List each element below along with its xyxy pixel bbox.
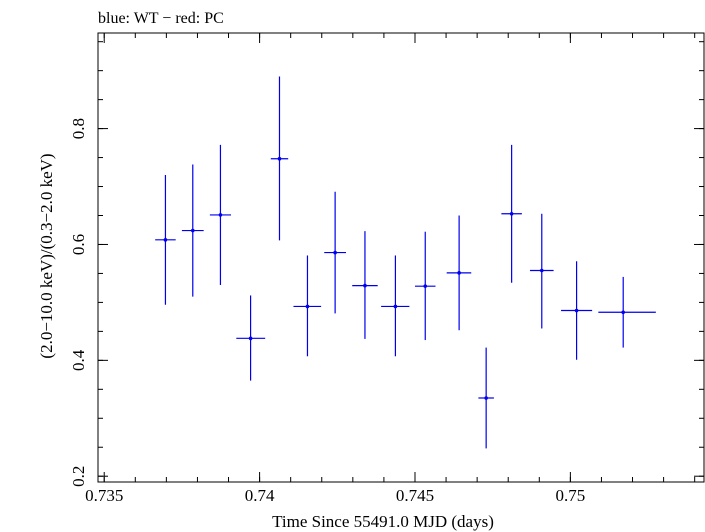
data-point [293, 255, 322, 357]
data-point [270, 76, 289, 241]
point-marker [423, 284, 428, 288]
data-point [155, 174, 176, 305]
point-marker [393, 304, 398, 309]
x-tick-label: 0.75 [555, 486, 585, 505]
point-marker [333, 250, 337, 255]
x-tick-label: 0.745 [396, 486, 434, 505]
axis-tick-labels: 0.735 0.74 0.745 0.75 0.2 0.4 0.6 0.8 [69, 118, 585, 505]
data-point [561, 261, 593, 360]
point-marker [621, 310, 625, 315]
point-marker [457, 271, 461, 275]
data-point [381, 255, 410, 357]
data-point [501, 144, 522, 283]
x-tick-label: 0.74 [245, 486, 275, 505]
y-tick-label: 0.6 [69, 234, 88, 255]
x-tick-label: 0.735 [85, 486, 123, 505]
data-point [529, 213, 554, 329]
point-marker [539, 268, 544, 273]
point-marker [574, 308, 579, 313]
point-marker [218, 213, 223, 217]
point-marker [363, 283, 367, 288]
axis-ticks [98, 33, 704, 482]
data-point [598, 276, 656, 348]
x-axis-label: Time Since 55491.0 MJD (days) [272, 512, 494, 531]
point-marker [509, 211, 514, 216]
data-points [155, 76, 656, 449]
data-point [478, 347, 494, 449]
plot-frame [97, 32, 705, 483]
point-marker [484, 396, 488, 400]
data-point [209, 144, 232, 286]
point-marker [163, 238, 168, 242]
y-tick-label: 0.8 [69, 118, 88, 139]
data-point [236, 295, 266, 381]
data-point [414, 231, 436, 341]
data-point [181, 164, 204, 297]
point-marker [190, 228, 195, 233]
point-marker [277, 156, 282, 161]
data-point [446, 215, 472, 331]
y-axis-label: (2.0−10.0 keV)/(0.3−2.0 keV) [37, 153, 56, 358]
chart-title: blue: WT − red: PC [98, 10, 224, 27]
data-point [324, 191, 346, 314]
data-point [352, 231, 378, 339]
y-tick-label: 0.4 [69, 349, 88, 371]
y-tick-label: 0.2 [69, 466, 88, 487]
point-marker [248, 336, 253, 341]
point-marker [305, 304, 310, 309]
